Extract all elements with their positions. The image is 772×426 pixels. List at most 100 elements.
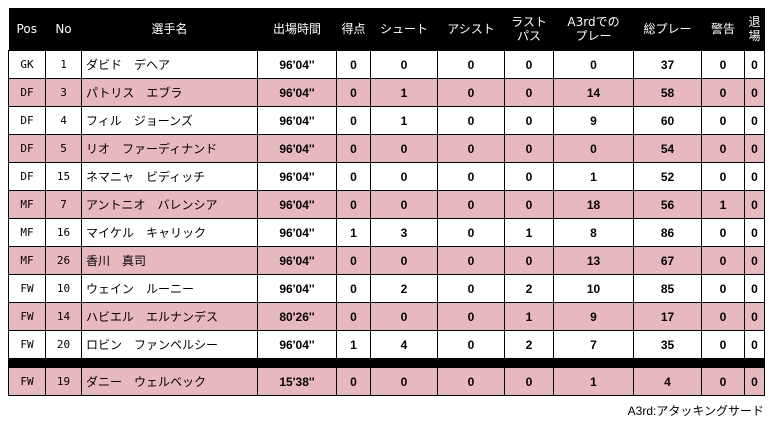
cell-yellow: 0	[701, 134, 745, 163]
cell-goals: 0	[336, 106, 371, 135]
footnote: A3rd:アタッキングサード	[627, 404, 764, 418]
cell-no: 15	[45, 162, 82, 191]
table-row: FW 20 ロビン ファンペルシー 96'04'' 1 4 0 2 7 35 0 0	[8, 330, 765, 359]
cell-a3rd: 9	[553, 106, 634, 135]
cell-goals: 0	[336, 50, 371, 79]
stats-table-container: Pos No 選手名 出場時間 得点 シュート アシスト ラスト パス A3rdで…	[8, 8, 765, 396]
cell-no: 14	[45, 302, 82, 331]
cell-a3rd: 7	[553, 330, 634, 359]
cell-pos: MF	[8, 246, 46, 275]
header-lastpass-line2: パス	[516, 29, 541, 43]
cell-total: 4	[633, 367, 702, 396]
table-row: DF 4 フィル ジョーンズ 96'04'' 0 1 0 0 9 60 0 0	[8, 106, 765, 135]
cell-total: 35	[633, 330, 702, 359]
cell-name: パトリス エブラ	[81, 78, 258, 107]
cell-name: ネマニャ ビディッチ	[81, 162, 258, 191]
cell-time: 96'04''	[257, 330, 337, 359]
header-a3rd: A3rdでの プレー	[553, 8, 634, 51]
cell-shots: 0	[370, 50, 438, 79]
cell-pos: FW	[8, 274, 46, 303]
cell-name: マイケル キャリック	[81, 218, 258, 247]
cell-time: 96'04''	[257, 246, 337, 275]
cell-yellow: 0	[701, 162, 745, 191]
separator-bar	[8, 358, 765, 368]
cell-total: 86	[633, 218, 702, 247]
cell-total: 17	[633, 302, 702, 331]
cell-name: 香川 真司	[81, 246, 258, 275]
cell-pos: MF	[8, 218, 46, 247]
cell-assists: 0	[437, 106, 505, 135]
cell-shots: 1	[370, 78, 438, 107]
cell-yellow: 0	[701, 50, 745, 79]
cell-yellow: 0	[701, 218, 745, 247]
cell-no: 5	[45, 134, 82, 163]
cell-assists: 0	[437, 162, 505, 191]
cell-yellow: 0	[701, 302, 745, 331]
cell-a3rd: 18	[553, 190, 634, 219]
cell-lastpass: 1	[504, 218, 554, 247]
header-a3rd-line2: プレー	[575, 29, 612, 43]
player-stats-table: Pos No 選手名 出場時間 得点 シュート アシスト ラスト パス A3rdで…	[8, 8, 765, 396]
cell-assists: 0	[437, 302, 505, 331]
cell-lastpass: 0	[504, 134, 554, 163]
cell-yellow: 0	[701, 106, 745, 135]
cell-assists: 0	[437, 246, 505, 275]
table-row: GK 1 ダビド デヘア 96'04'' 0 0 0 0 0 37 0 0	[8, 50, 765, 79]
cell-assists: 0	[437, 190, 505, 219]
cell-no: 3	[45, 78, 82, 107]
header-yellow: 警告	[701, 8, 745, 51]
cell-goals: 0	[336, 134, 371, 163]
cell-a3rd: 10	[553, 274, 634, 303]
header-a3rd-line1: A3rdでの	[567, 15, 620, 29]
cell-red: 0	[744, 274, 765, 303]
cell-lastpass: 2	[504, 274, 554, 303]
cell-assists: 0	[437, 367, 505, 396]
header-lastpass-line1: ラスト	[511, 15, 547, 29]
table-row: MF 7 アントニオ バレンシア 96'04'' 0 0 0 0 18 56 1 0	[8, 190, 765, 219]
cell-a3rd: 13	[553, 246, 634, 275]
cell-no: 1	[45, 50, 82, 79]
cell-goals: 0	[336, 246, 371, 275]
cell-shots: 0	[370, 134, 438, 163]
header-lastpass: ラスト パス	[504, 8, 554, 51]
table-row: MF 16 マイケル キャリック 96'04'' 1 3 0 1 8 86 0 0	[8, 218, 765, 247]
cell-total: 58	[633, 78, 702, 107]
table-row: FW 14 ハビエル エルナンデス 80'26'' 0 0 0 1 9 17 0 0	[8, 302, 765, 331]
table-row: FW 10 ウェイン ルーニー 96'04'' 0 2 0 2 10 85 0 0	[8, 274, 765, 303]
cell-a3rd: 1	[553, 367, 634, 396]
cell-goals: 1	[336, 330, 371, 359]
cell-red: 0	[744, 78, 765, 107]
cell-lastpass: 0	[504, 162, 554, 191]
header-pos: Pos	[8, 8, 46, 51]
cell-pos: FW	[8, 330, 46, 359]
cell-goals: 0	[336, 274, 371, 303]
cell-time: 96'04''	[257, 134, 337, 163]
table-row: FW 19 ダニー ウェルベック 15'38'' 0 0 0 0 1 4 0 0	[8, 367, 765, 396]
cell-pos: FW	[8, 367, 46, 396]
cell-assists: 0	[437, 134, 505, 163]
cell-pos: DF	[8, 78, 46, 107]
table-row: DF 5 リオ ファーディナンド 96'04'' 0 0 0 0 0 54 0 0	[8, 134, 765, 163]
cell-assists: 0	[437, 50, 505, 79]
header-shots: シュート	[370, 8, 438, 51]
cell-no: 16	[45, 218, 82, 247]
cell-name: ダビド デヘア	[81, 50, 258, 79]
cell-yellow: 0	[701, 367, 745, 396]
table-row: DF 15 ネマニャ ビディッチ 96'04'' 0 0 0 0 1 52 0 0	[8, 162, 765, 191]
cell-time: 96'04''	[257, 78, 337, 107]
header-row: Pos No 選手名 出場時間 得点 シュート アシスト ラスト パス A3rdで…	[8, 8, 765, 51]
cell-name: リオ ファーディナンド	[81, 134, 258, 163]
cell-lastpass: 1	[504, 302, 554, 331]
cell-no: 7	[45, 190, 82, 219]
table-row: MF 26 香川 真司 96'04'' 0 0 0 0 13 67 0 0	[8, 246, 765, 275]
substitute-separator	[8, 358, 765, 368]
cell-no: 4	[45, 106, 82, 135]
cell-time: 96'04''	[257, 106, 337, 135]
header-no: No	[45, 8, 82, 51]
header-assists: アシスト	[437, 8, 505, 51]
cell-red: 0	[744, 367, 765, 396]
cell-red: 0	[744, 246, 765, 275]
cell-red: 0	[744, 330, 765, 359]
cell-time: 15'38''	[257, 367, 337, 396]
cell-red: 0	[744, 190, 765, 219]
